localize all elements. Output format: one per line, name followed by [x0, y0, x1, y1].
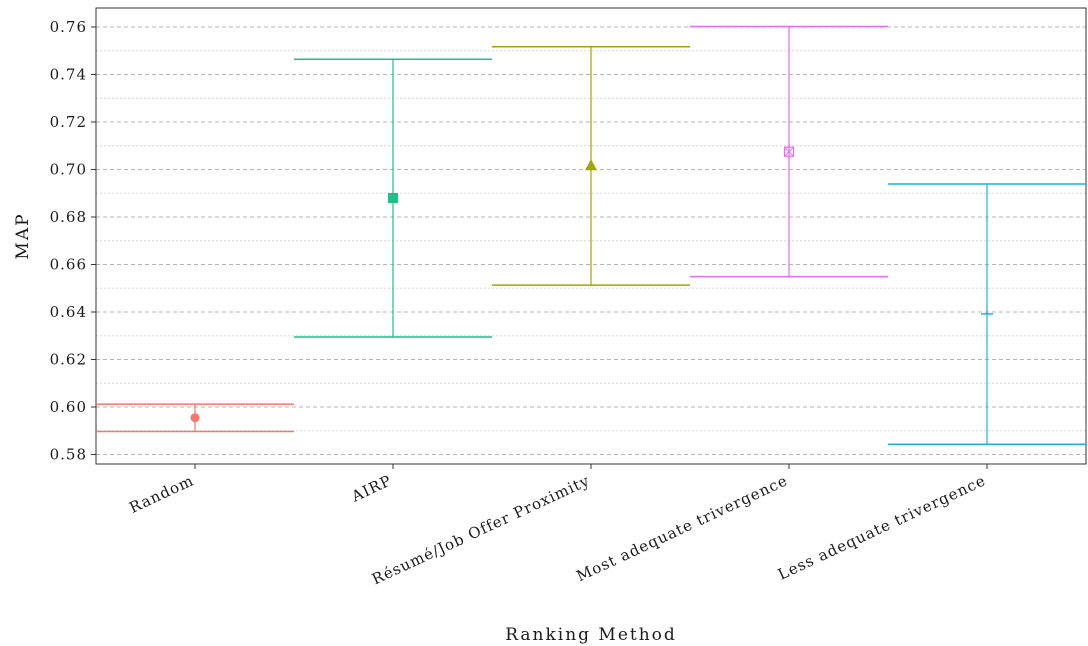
grid-lines: [96, 26, 1086, 455]
y-axis-title: MAP: [13, 212, 33, 259]
error-bar-group: [492, 45, 690, 286]
y-tick-label: 0.64: [50, 303, 87, 321]
x-axis-title: Ranking Method: [505, 625, 677, 645]
y-tick-label: 0.68: [50, 208, 87, 226]
mean-point-marker: [190, 413, 200, 423]
mean-point-marker: [388, 193, 398, 203]
mean-point-marker: [585, 159, 597, 171]
error-bars: [96, 25, 1086, 446]
mean-point-marker-cross: [784, 146, 794, 157]
y-tick-label: 0.62: [50, 351, 87, 369]
y-tick-label: 0.66: [50, 256, 87, 274]
y-tick-label: 0.72: [50, 113, 87, 131]
y-tick-label: 0.76: [50, 18, 87, 36]
y-tick-label: 0.70: [50, 161, 87, 179]
y-axis-ticks: 0.58 0.60 0.62 0.64 0.66 0.68 0.70 0.72 0.74 0.76: [50, 18, 96, 464]
error-bar-group: [294, 58, 492, 338]
error-bar-group: [690, 25, 888, 278]
error-bar-group: [96, 403, 294, 433]
y-tick-label: 0.58: [50, 446, 87, 464]
y-tick-label: 0.60: [50, 398, 87, 416]
y-tick-label: 0.74: [50, 66, 87, 84]
error-bar-group: [888, 183, 1086, 446]
mean-point-marker: [783, 146, 795, 157]
